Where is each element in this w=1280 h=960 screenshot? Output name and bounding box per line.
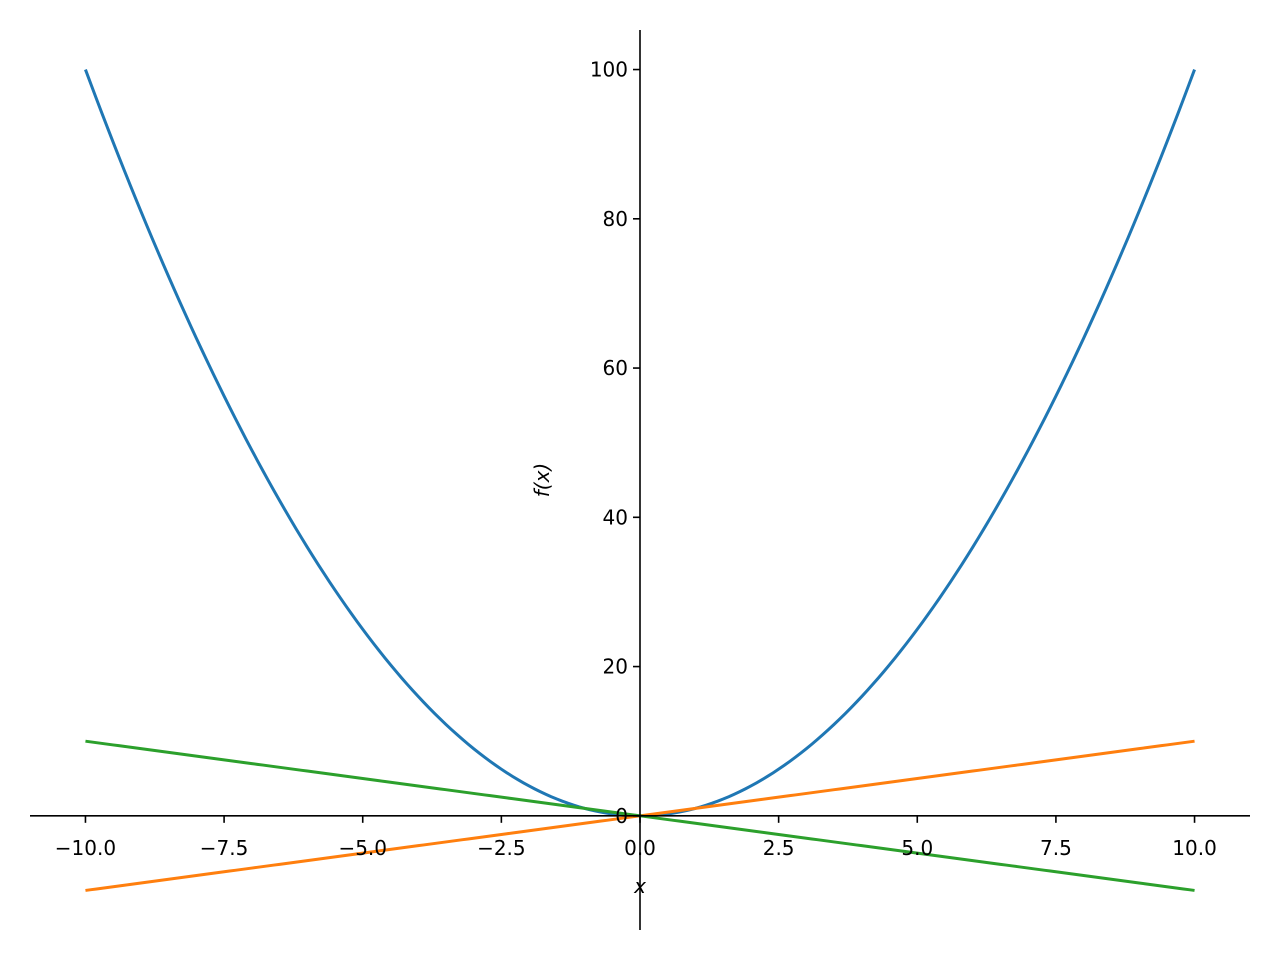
y-tick-label: 40 (603, 505, 628, 529)
x-axis-label: x (633, 874, 646, 898)
y-tick-label: 20 (603, 655, 628, 679)
x-tick-label: −5.0 (338, 836, 387, 860)
y-ticks: 0 20 40 60 80 100 (590, 58, 640, 828)
x-tick-label: 7.5 (1040, 836, 1072, 860)
y-tick-label: 60 (603, 356, 628, 380)
y-axis-label: f(x) (530, 463, 554, 497)
y-tick-label: 100 (590, 58, 628, 82)
axes-layer (30, 30, 1250, 930)
x-tick-label: −7.5 (200, 836, 249, 860)
x-ticks: −10.0 −7.5 −5.0 −2.5 0.0 2.5 5.0 7.5 10.0 (55, 815, 1217, 860)
x-tick-label: 10.0 (1172, 836, 1217, 860)
y-tick-label: 0 (615, 804, 628, 828)
y-tick-label: 80 (603, 207, 628, 231)
x-tick-label: 5.0 (901, 836, 933, 860)
x-tick-label: 0.0 (624, 836, 656, 860)
x-tick-label: −10.0 (55, 836, 116, 860)
x-tick-label: 2.5 (763, 836, 795, 860)
x-tick-label: −2.5 (477, 836, 526, 860)
